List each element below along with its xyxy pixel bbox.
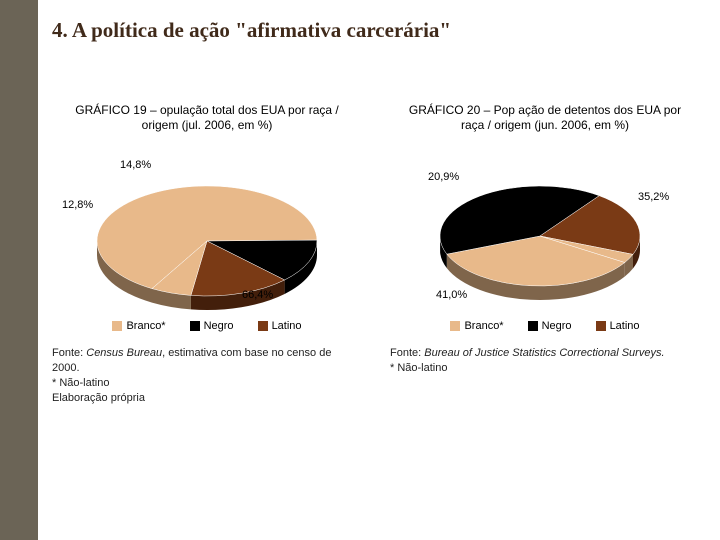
chart-19-legend: Branco* Negro Latino	[52, 320, 362, 332]
legend-label: Negro	[542, 320, 572, 332]
legend-swatch	[596, 321, 606, 331]
charts-row: GRÁFICO 19 – opulação total dos EUA por …	[52, 103, 710, 405]
legend-swatch	[112, 321, 122, 331]
chart-19-title: GRÁFICO 19 – opulação total dos EUA por …	[52, 103, 362, 133]
legend-swatch	[190, 321, 200, 331]
pie-slice-label: 66,4%	[242, 289, 273, 301]
legend-item: Negro	[528, 320, 572, 332]
chart-20-source: Fonte: Bureau of Justice Statistics Corr…	[390, 346, 700, 376]
legend-item: Latino	[596, 320, 640, 332]
chart-20-pie: 35,2% 41,0% 20,9%	[390, 141, 700, 316]
chart-19-pie: 66,4% 12,8% 14,8%	[52, 141, 362, 316]
pie-slice-label: 14,8%	[120, 159, 151, 171]
legend-item: Negro	[190, 320, 234, 332]
legend-item: Branco*	[450, 320, 503, 332]
legend-label: Branco*	[464, 320, 503, 332]
legend-label: Negro	[204, 320, 234, 332]
chart-20-block: GRÁFICO 20 – Pop ação de detentos dos EU…	[390, 103, 700, 405]
chart-19-block: GRÁFICO 19 – opulação total dos EUA por …	[52, 103, 362, 405]
pie-slice-label: 35,2%	[638, 191, 669, 203]
legend-swatch	[528, 321, 538, 331]
slide-content: 4. A política de ação "afirmativa carcer…	[38, 0, 720, 540]
legend-item: Latino	[258, 320, 302, 332]
pie-slice-label: 41,0%	[436, 289, 467, 301]
chart-19-source: Fonte: Census Bureau, estimativa com bas…	[52, 346, 362, 405]
chart-20-legend: Branco* Negro Latino	[390, 320, 700, 332]
legend-swatch	[450, 321, 460, 331]
legend-label: Latino	[272, 320, 302, 332]
page-title: 4. A política de ação "afirmativa carcer…	[52, 18, 710, 43]
legend-label: Latino	[610, 320, 640, 332]
chart-20-title: GRÁFICO 20 – Pop ação de detentos dos EU…	[390, 103, 700, 133]
left-sidebar	[0, 0, 38, 540]
legend-swatch	[258, 321, 268, 331]
legend-item: Branco*	[112, 320, 165, 332]
pie-slice-label: 12,8%	[62, 199, 93, 211]
pie-slice-label: 20,9%	[428, 171, 459, 183]
legend-label: Branco*	[126, 320, 165, 332]
